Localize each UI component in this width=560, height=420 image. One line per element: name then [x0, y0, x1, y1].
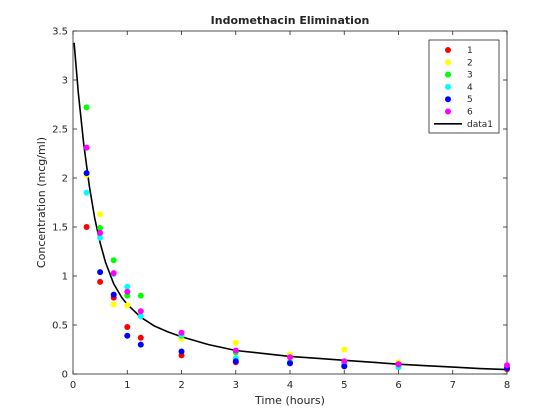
x-tick-label: 2 [178, 380, 184, 391]
point-series-4 [83, 189, 90, 196]
y-axis-ticks: 0 0.5 1 1.5 2 2.5 3 3.5 [52, 27, 507, 381]
y-tick-label: 1 [62, 272, 68, 283]
point-series-6 [97, 229, 104, 236]
legend-box [428, 39, 500, 134]
y-axis-label: Concentration (mcg/ml) [35, 137, 48, 268]
y-tick-label: 2.5 [52, 125, 68, 136]
chart-title: Indomethacin Elimination [211, 14, 370, 27]
fit-line-data1 [73, 42, 508, 371]
legend-label: 4 [467, 83, 473, 93]
point-series-5 [341, 363, 348, 370]
point-series-5 [232, 358, 239, 365]
point-series-3 [83, 104, 90, 111]
point-series-4 [97, 234, 104, 241]
point-series-6 [232, 347, 239, 354]
y-tick-label: 3 [62, 76, 68, 87]
legend-marker [445, 47, 451, 53]
legend-label: 2 [467, 58, 473, 68]
point-series-6 [124, 288, 131, 295]
point-series-2 [124, 302, 131, 309]
legend: 1 2 3 4 5 6 data1 [428, 39, 500, 134]
point-series-3 [137, 292, 144, 299]
point-series-5 [83, 170, 90, 177]
point-series-1 [124, 324, 131, 330]
point-series-6 [178, 329, 185, 336]
data-points [83, 104, 510, 373]
point-series-6 [137, 308, 144, 315]
point-series-6 [83, 144, 90, 151]
point-series-4 [124, 283, 131, 290]
point-series-5 [178, 348, 185, 355]
point-series-2 [341, 346, 348, 353]
legend-label: data1 [467, 120, 493, 130]
point-series-5 [97, 269, 104, 276]
point-series-6 [287, 354, 293, 361]
point-series-2 [110, 301, 117, 308]
point-series-2 [232, 339, 239, 346]
x-tick-label: 0 [70, 380, 76, 391]
legend-items: 1 2 3 4 5 6 data1 [434, 46, 493, 130]
y-tick-label: 1.5 [52, 223, 68, 234]
point-series-6 [395, 361, 402, 368]
legend-marker [445, 59, 451, 66]
y-tick-label: 0.5 [52, 321, 68, 332]
legend-label: 1 [467, 46, 473, 56]
legend-label: 3 [467, 71, 473, 81]
legend-marker [445, 96, 451, 103]
point-series-1 [83, 224, 90, 230]
point-series-5 [287, 360, 293, 367]
point-series-3 [97, 225, 104, 231]
x-tick-label: 3 [233, 380, 239, 391]
point-series-6 [110, 270, 117, 277]
x-axis-label: Time (hours) [254, 394, 325, 407]
point-series-5 [110, 291, 117, 298]
fit-line-group [73, 42, 508, 371]
point-series-5 [124, 332, 131, 339]
point-series-1 [137, 334, 144, 341]
legend-label: 5 [467, 95, 473, 105]
point-series-1 [97, 278, 104, 285]
x-tick-label: 1 [124, 380, 130, 391]
y-tick-label: 3.5 [52, 27, 68, 38]
point-series-6 [341, 358, 348, 365]
x-tick-label: 8 [504, 380, 510, 391]
x-tick-label: 4 [287, 380, 293, 391]
y-tick-label: 2 [62, 174, 68, 185]
x-tick-label: 7 [450, 380, 456, 391]
x-tick-label: 6 [395, 380, 401, 391]
point-series-2 [97, 211, 104, 218]
x-tick-label: 5 [341, 380, 347, 391]
point-series-4 [137, 313, 144, 320]
point-series-3 [110, 257, 117, 264]
point-series-6 [504, 362, 510, 369]
legend-marker [445, 71, 451, 78]
x-axis-ticks: 0 1 2 3 4 5 6 7 8 [70, 31, 510, 391]
point-series-5 [137, 341, 144, 348]
legend-marker [445, 83, 451, 90]
legend-marker [445, 108, 451, 115]
y-tick-label: 0 [62, 370, 68, 381]
legend-label: 6 [467, 108, 473, 118]
